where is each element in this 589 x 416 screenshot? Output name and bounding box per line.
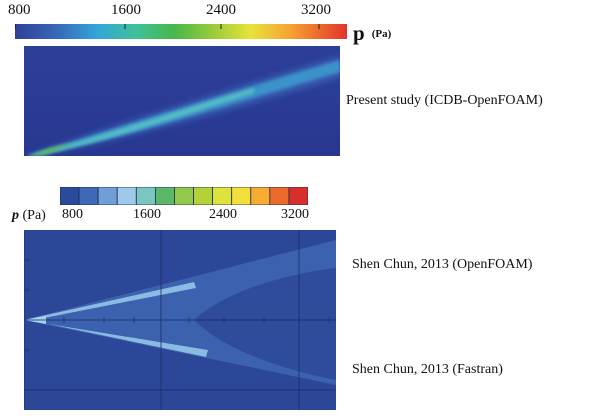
upper-shock-band [24, 282, 196, 320]
bottom-pressure-field [24, 230, 336, 410]
bottom-legend-tick-2400: 2400 [209, 207, 237, 222]
legend-bin [174, 187, 194, 205]
top-legend-tick-1600: 1600 [111, 2, 141, 18]
top-legend-tick-3200: 3200 [301, 2, 331, 18]
legend-bin [116, 187, 137, 205]
expansion-core [194, 268, 336, 380]
shock-glow [26, 56, 340, 156]
legend-bin [154, 187, 175, 205]
variable-symbol: p [12, 208, 19, 223]
legend-bin [250, 187, 271, 205]
legend-bin [288, 187, 308, 205]
bottom-legend-label: p (Pa) [12, 208, 46, 224]
top-legend-tick-800: 800 [8, 2, 31, 18]
top-pressure-field [24, 46, 340, 156]
variable-unit: (Pa) [371, 28, 392, 40]
variable-symbol: p [353, 21, 365, 45]
bottom-caption-upper: Shen Chun, 2013 (OpenFOAM) [352, 257, 533, 272]
top-colorbar-tickmarks [15, 24, 320, 29]
bottom-colorbar [60, 187, 308, 205]
legend-bin [193, 187, 214, 205]
lower-shock-band [24, 320, 208, 357]
legend-bin [212, 187, 233, 205]
legend-bin [78, 187, 99, 205]
legend-bin [269, 187, 290, 205]
legend-bin [97, 187, 118, 205]
bottom-legend-tick-1600: 1600 [133, 207, 161, 222]
shock-peak [28, 143, 74, 156]
variable-unit: (Pa) [22, 208, 46, 223]
top-panel-caption: Present study (ICDB-OpenFOAM) [346, 93, 543, 108]
bottom-legend-tick-800: 800 [62, 207, 83, 222]
field-background [24, 46, 340, 156]
bottom-caption-lower: Shen Chun, 2013 (Fastran) [352, 362, 503, 377]
shock-band [26, 60, 340, 156]
top-legend-tick-2400: 2400 [206, 2, 236, 18]
top-colorbar [15, 24, 347, 39]
legend-bin [231, 187, 252, 205]
top-legend-variable: p (Pa) [353, 21, 391, 46]
bottom-legend-tick-3200: 3200 [281, 207, 309, 222]
legend-bin [135, 187, 156, 205]
legend-bin [60, 187, 80, 205]
